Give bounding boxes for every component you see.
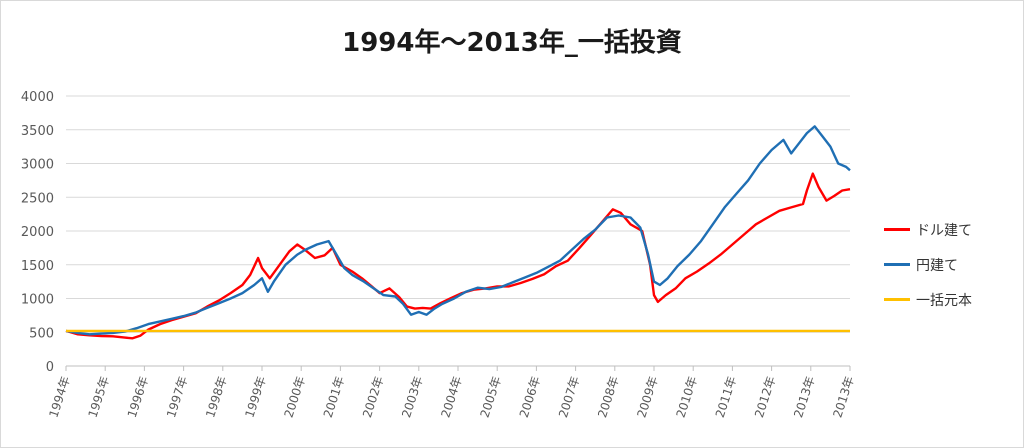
x-tick-label: 2012年 — [752, 375, 778, 420]
legend-item-yen: 円建て — [884, 247, 972, 282]
x-tick-label: 2009年 — [634, 375, 660, 420]
x-tick-label: 2010年 — [674, 375, 700, 420]
x-tick-label: 1997年 — [164, 375, 190, 420]
x-tick-label: 2006年 — [517, 375, 543, 420]
legend-swatch-principal — [884, 298, 910, 301]
legend-item-principal: 一括元本 — [884, 282, 972, 317]
legend-label-dollar: ドル建て — [916, 222, 972, 239]
legend: ドル建て 円建て 一括元本 — [884, 212, 972, 317]
x-tick-label: 2013年 — [830, 375, 856, 420]
x-tick-label: 2003年 — [399, 375, 425, 420]
legend-swatch-yen — [884, 263, 910, 266]
y-tick-label: 1000 — [21, 293, 54, 308]
x-tick-label: 1995年 — [86, 375, 112, 420]
x-tick-label: 2005年 — [478, 375, 504, 420]
series-line-0 — [65, 172, 851, 340]
grid-lines — [66, 95, 850, 367]
legend-label-yen: 円建て — [916, 257, 958, 274]
y-tick-label: 1500 — [21, 259, 54, 274]
x-tick-label: 1998年 — [203, 375, 229, 420]
x-axis: 1994年 1995年 1996年 1997年 1998年 1999年 2000年 2001年… — [46, 366, 857, 420]
chart-title: 1994年～2013年_一括投資 — [342, 28, 682, 58]
x-tick-label: 2013年 — [791, 375, 817, 420]
y-tick-label: 2500 — [21, 191, 54, 206]
legend-item-dollar: ドル建て — [884, 212, 972, 247]
series-line-1 — [65, 125, 851, 336]
series-lines — [65, 125, 851, 340]
legend-label-principal: 一括元本 — [916, 292, 972, 309]
y-tick-label: 3000 — [21, 158, 54, 173]
x-tick-label: 1999年 — [242, 375, 268, 420]
x-tick-label: 2007年 — [556, 375, 582, 420]
y-tick-label: 2000 — [21, 225, 54, 240]
y-axis: 0 500 1000 1500 2000 2500 3000 3500 4000 — [21, 90, 54, 375]
x-tick-label: 2001年 — [321, 375, 347, 420]
x-tick-label: 2008年 — [595, 375, 621, 420]
y-tick-label: 500 — [29, 326, 54, 341]
x-tick-label: 2004年 — [438, 375, 464, 420]
x-tick-label: 2000年 — [282, 375, 308, 420]
x-tick-label: 2011年 — [713, 375, 739, 420]
x-tick-label: 2002年 — [360, 375, 386, 420]
legend-swatch-dollar — [884, 228, 910, 231]
y-tick-label: 0 — [46, 360, 54, 375]
x-tick-label: 1996年 — [125, 375, 151, 420]
y-tick-label: 3500 — [21, 124, 54, 139]
x-tick-label: 1994年 — [46, 375, 72, 420]
y-tick-label: 4000 — [21, 90, 54, 105]
